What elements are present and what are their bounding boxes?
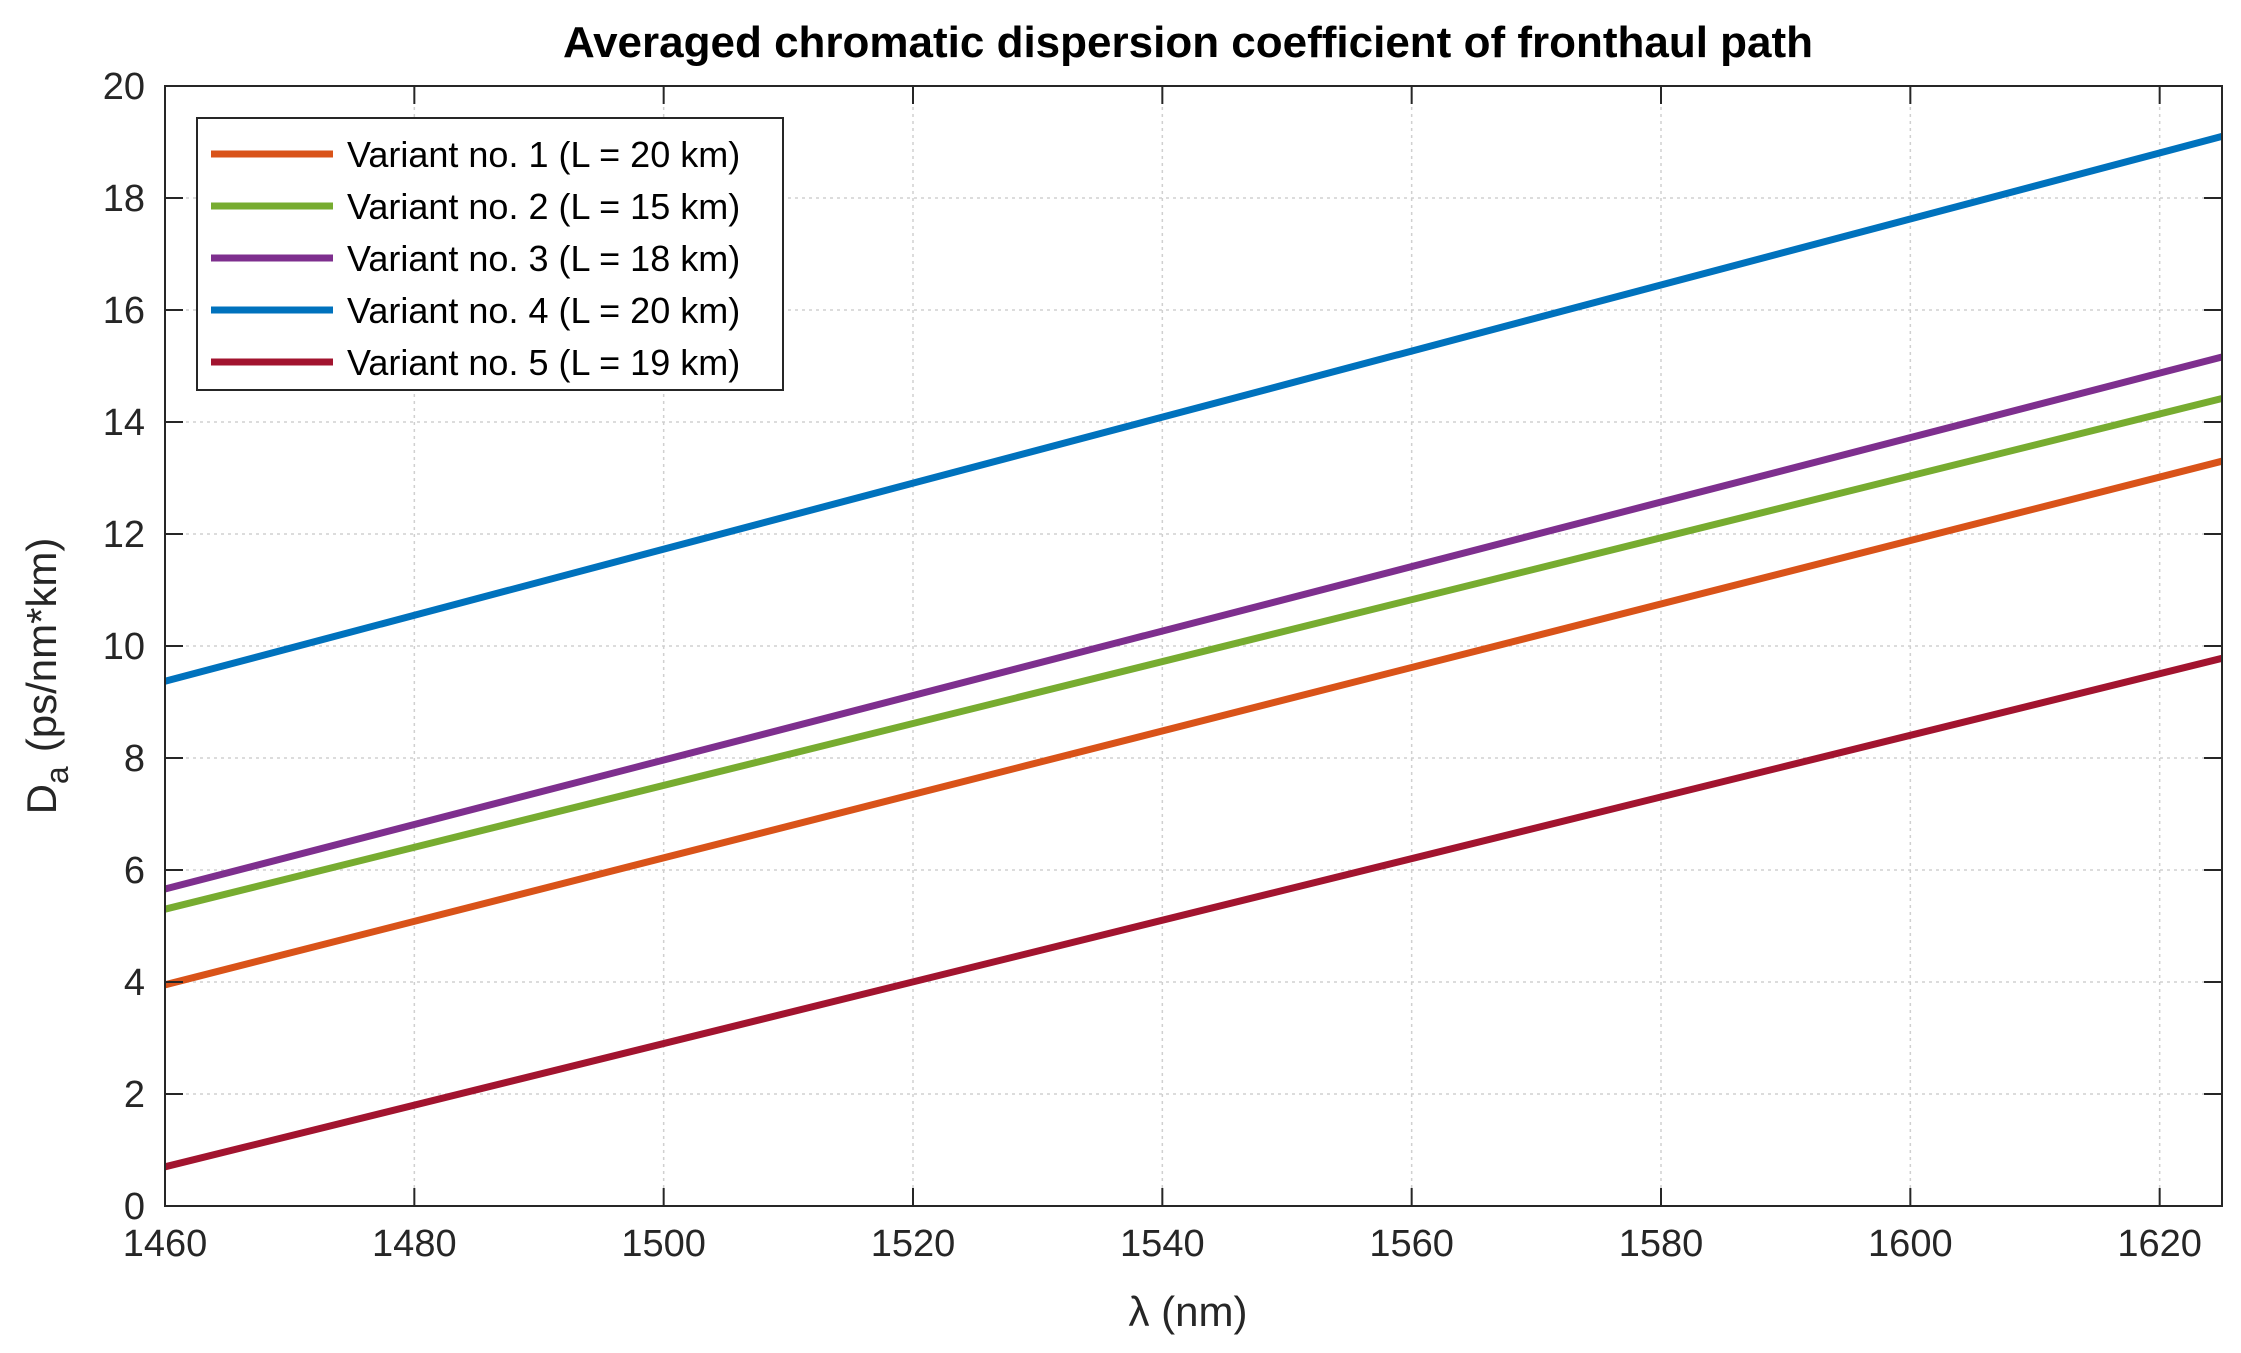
y-tick-label: 16 (103, 290, 145, 332)
x-tick-label: 1500 (621, 1223, 706, 1265)
series-line-variant-3 (164, 353, 2223, 893)
x-axis-label: λ (nm) (1129, 1288, 1248, 1335)
legend-label-variant-4: Variant no. 4 (L = 20 km) (347, 290, 740, 331)
y-tick-label: 20 (103, 66, 145, 108)
y-tick-label: 14 (103, 402, 145, 444)
x-tick-label: 1600 (1868, 1223, 1953, 1265)
y-tick-label: 2 (124, 1074, 145, 1116)
y-tick-label: 18 (103, 178, 145, 220)
x-tick-label: 1620 (2117, 1223, 2202, 1265)
chart-title: Averaged chromatic dispersion coefficien… (563, 18, 1813, 67)
x-tick-label: 1580 (1619, 1223, 1704, 1265)
y-tick-label: 12 (103, 514, 145, 556)
y-tick-label: 8 (124, 738, 145, 780)
series-line-variant-1 (164, 457, 2223, 989)
y-axis-label-units: (ps/nm*km) (18, 538, 65, 753)
y-tick-label: 4 (124, 962, 145, 1004)
series-line-variant-5 (164, 654, 2223, 1171)
x-tick-label: 1460 (123, 1223, 208, 1265)
y-axis-label: Da (ps/nm*km) (18, 538, 75, 815)
legend: Variant no. 1 (L = 20 km) Variant no. 2 (… (196, 117, 784, 391)
x-axis-ticks: 1460 1480 1500 1520 1540 1560 1580 1600 1620 (123, 86, 2202, 1265)
legend-label-variant-2: Variant no. 2 (L = 15 km) (347, 186, 740, 227)
x-tick-label: 1480 (372, 1223, 457, 1265)
y-axis-ticks: 0 2 4 6 8 10 12 14 16 18 20 (103, 66, 2222, 1228)
y-axis-label-subscript: a (39, 766, 75, 784)
legend-box (196, 117, 784, 391)
y-tick-label: 0 (124, 1186, 145, 1228)
grid (165, 86, 2222, 1206)
series-group (164, 133, 2223, 1171)
legend-label-variant-3: Variant no. 3 (L = 18 km) (347, 238, 740, 279)
x-tick-label: 1520 (871, 1223, 956, 1265)
y-tick-label: 6 (124, 850, 145, 892)
legend-label-variant-1: Variant no. 1 (L = 20 km) (347, 134, 740, 175)
y-tick-label: 10 (103, 626, 145, 668)
series-line-variant-2 (164, 395, 2223, 913)
y-axis-label-main: D (18, 784, 65, 814)
legend-items: Variant no. 1 (L = 20 km) Variant no. 2 (… (211, 134, 740, 383)
legend-label-variant-5: Variant no. 5 (L = 19 km) (347, 342, 740, 383)
x-tick-label: 1540 (1120, 1223, 1205, 1265)
series-line-variant-4 (164, 133, 2223, 685)
x-tick-label: 1560 (1369, 1223, 1454, 1265)
